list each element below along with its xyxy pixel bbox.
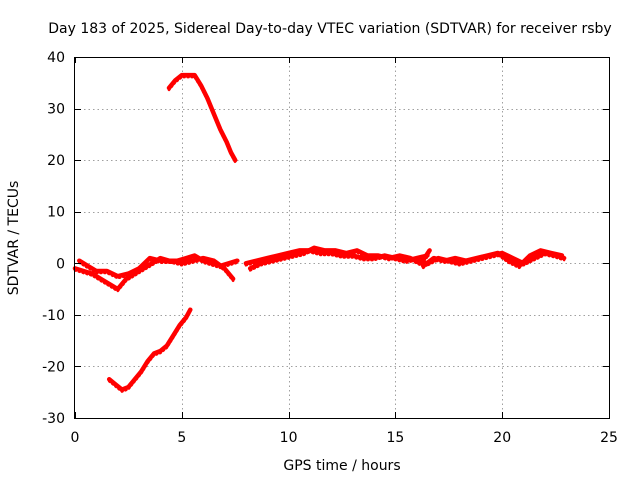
series-marks-lower-arc <box>107 310 192 393</box>
series-line-main-trace-d <box>247 245 432 271</box>
series-marks-main-trace-f <box>421 251 564 270</box>
series-marks-upper-arc <box>167 75 237 164</box>
grid <box>75 57 609 418</box>
y-tick-label: 30 <box>47 102 65 118</box>
x-tick-label: 15 <box>386 430 404 446</box>
x-tick-label: 5 <box>177 430 186 446</box>
plot-frame <box>74 57 610 419</box>
y-tick-label: 10 <box>47 205 65 221</box>
series-marks-main-trace-d <box>248 248 431 272</box>
data-series <box>72 72 567 393</box>
series-marks-main-trace-a <box>73 256 239 293</box>
x-tick-label: 10 <box>280 430 298 446</box>
series-line-lower-arc <box>106 307 193 392</box>
y-axis: -30 -20 -10 0 10 20 30 40 <box>42 50 609 427</box>
y-tick-label: -30 <box>42 411 65 427</box>
y-tick-label: -20 <box>42 359 65 375</box>
series-line-main-trace-b <box>77 255 236 282</box>
y-tick-label: 20 <box>47 153 65 169</box>
series-line-main-trace-f <box>420 248 565 269</box>
chart-title: Day 183 of 2025, Sidereal Day-to-day VTE… <box>48 21 611 37</box>
x-axis: 0 5 10 15 20 25 <box>71 57 618 446</box>
x-tick-label: 20 <box>493 430 511 446</box>
x-tick-label: 0 <box>71 430 80 446</box>
y-tick-label: 40 <box>47 50 65 66</box>
x-axis-label: GPS time / hours <box>283 458 400 474</box>
y-axis-label: SDTVAR / TECUs <box>6 181 22 296</box>
y-tick-label: 0 <box>56 256 65 272</box>
y-tick-label: -10 <box>42 308 65 324</box>
series-marks-main-trace-b <box>78 258 235 283</box>
x-tick-label: 25 <box>600 430 618 446</box>
